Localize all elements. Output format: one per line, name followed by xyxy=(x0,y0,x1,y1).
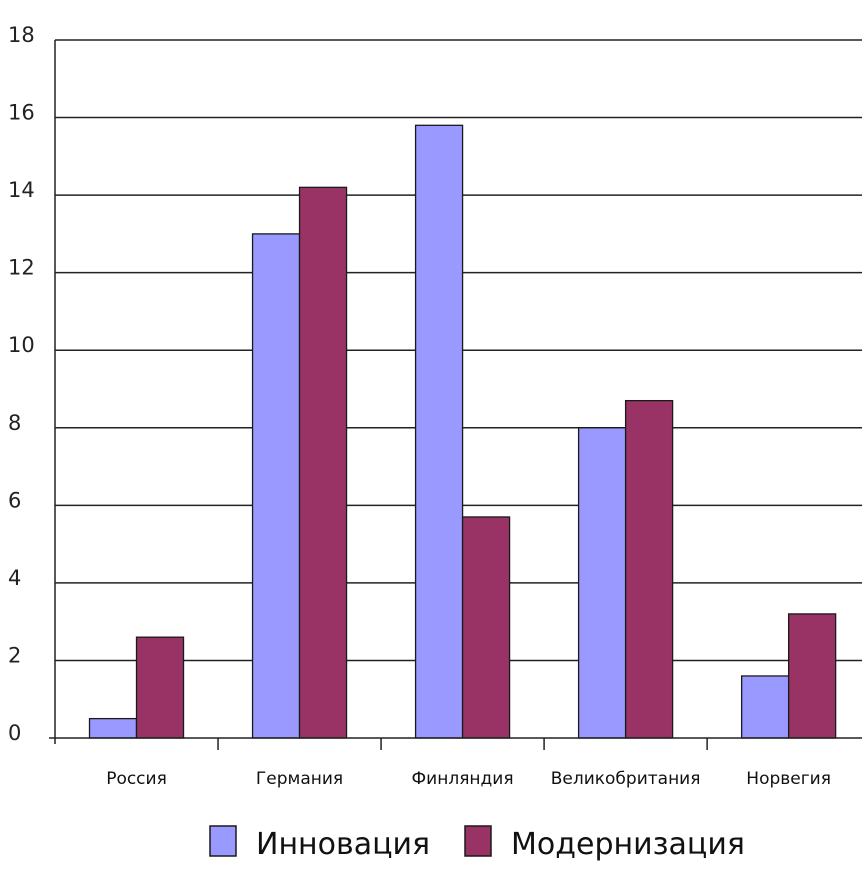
legend-swatch xyxy=(464,825,492,857)
bar-series-2 xyxy=(624,399,674,739)
bar-series-2 xyxy=(787,613,837,739)
legend: Инновация Модернизация xyxy=(209,825,745,862)
y-tick-label: 8 xyxy=(8,411,21,435)
y-tick-label: 16 xyxy=(8,101,35,125)
x-tick-label: Норвегия xyxy=(746,769,831,789)
bar-series-1 xyxy=(251,233,301,739)
bar-series-2 xyxy=(298,186,348,739)
axes xyxy=(49,40,862,750)
legend-swatch xyxy=(209,825,237,857)
bar-series-1 xyxy=(414,124,464,739)
y-tick-label: 4 xyxy=(8,566,21,590)
y-tick-label: 0 xyxy=(8,721,21,745)
bar-series-2 xyxy=(461,516,511,739)
x-tick-label: Финляндия xyxy=(412,769,514,789)
y-tick-label: 12 xyxy=(8,256,35,280)
legend-label: Инновация xyxy=(256,827,430,862)
y-tick-label: 2 xyxy=(8,643,21,667)
x-tick-labels: Россия Германия Финляндия Великобритания Нор… xyxy=(106,769,831,789)
bar-series-1 xyxy=(740,675,790,739)
y-tick-label: 10 xyxy=(8,333,35,357)
bar-series-1 xyxy=(577,427,627,739)
x-tick-label: Россия xyxy=(106,769,167,789)
y-tick-label: 18 xyxy=(8,23,35,47)
legend-label: Модернизация xyxy=(511,827,745,862)
x-tick-label: Великобритания xyxy=(551,769,701,789)
y-tick-labels: 0 2 4 6 8 10 12 14 16 18 xyxy=(8,23,35,745)
bar-series-2 xyxy=(135,636,185,739)
bars xyxy=(88,124,837,739)
bar-series-1 xyxy=(88,717,138,739)
y-tick-label: 14 xyxy=(8,178,35,202)
x-tick-label: Германия xyxy=(256,769,343,789)
y-tick-label: 6 xyxy=(8,488,21,512)
